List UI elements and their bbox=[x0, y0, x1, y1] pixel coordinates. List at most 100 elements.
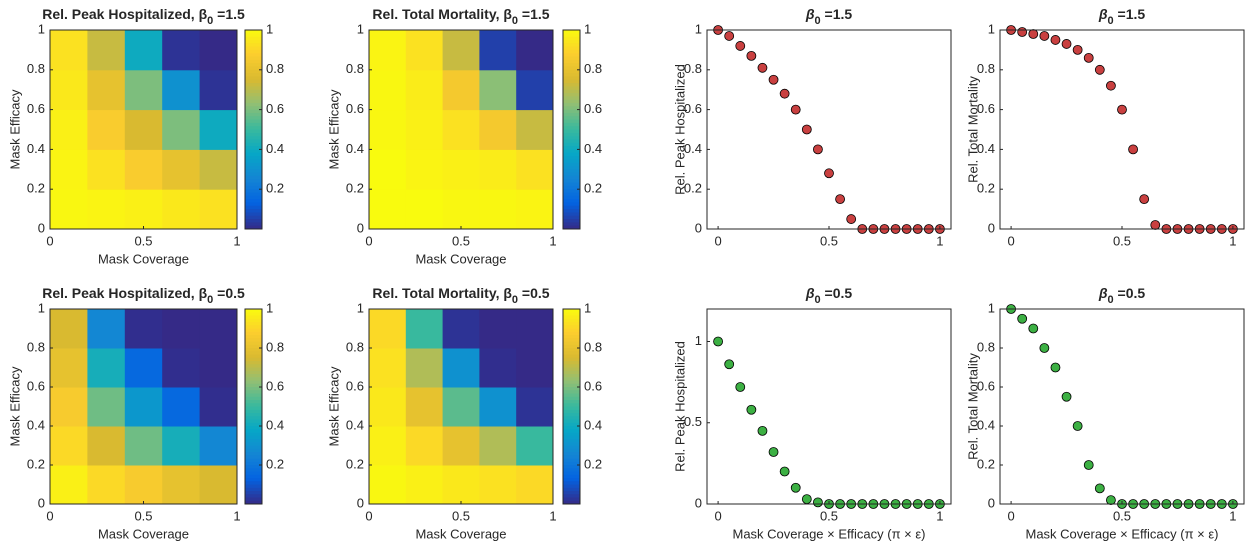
chart-title: Rel. Total Mortality, β0 =0.5 bbox=[372, 285, 549, 306]
y-tick-label: 0.4 bbox=[684, 141, 702, 156]
chart-title: β0 =0.5 bbox=[805, 285, 853, 306]
colorbar-swatch bbox=[245, 33, 262, 38]
y-tick-label: 0.4 bbox=[27, 417, 45, 432]
heatmap-cell bbox=[369, 309, 407, 349]
colorbar-swatch bbox=[563, 189, 580, 194]
heatmap-cell bbox=[405, 109, 444, 150]
colorbar-swatch bbox=[245, 146, 262, 150]
colorbar-swatch bbox=[563, 487, 580, 492]
colorbar-swatch bbox=[245, 448, 262, 453]
y-tick-label: 0.5 bbox=[684, 414, 702, 429]
colorbar-swatch bbox=[563, 348, 580, 352]
colorbar-swatch bbox=[563, 205, 580, 210]
colorbar-tick-label: 0.8 bbox=[584, 61, 602, 76]
colorbar-swatch bbox=[245, 136, 262, 140]
colorbar-swatch bbox=[245, 435, 262, 440]
heatmap-cell bbox=[87, 309, 126, 349]
heatmap-cell bbox=[516, 30, 554, 71]
colorbar-swatch bbox=[245, 361, 262, 365]
heatmap-cell bbox=[87, 426, 126, 466]
colorbar-swatch bbox=[563, 357, 580, 362]
colorbar-swatch bbox=[245, 36, 262, 41]
heatmap-cell bbox=[516, 348, 554, 388]
colorbar-swatch bbox=[245, 112, 262, 117]
scatter-point bbox=[813, 144, 823, 155]
colorbar-swatch bbox=[563, 396, 580, 401]
colorbar-swatch bbox=[245, 445, 262, 450]
scatter-point bbox=[768, 447, 779, 457]
colorbar-swatch bbox=[245, 69, 262, 74]
heatmap-cell bbox=[50, 30, 88, 71]
heatmap-cell bbox=[87, 149, 126, 190]
colorbar-swatch bbox=[563, 478, 580, 482]
heatmap-cell bbox=[162, 149, 201, 190]
colorbar-swatch bbox=[245, 471, 262, 476]
heatmap-cell bbox=[479, 69, 517, 111]
heatmap-cell bbox=[124, 348, 163, 388]
colorbar-swatch bbox=[563, 222, 580, 227]
heatmap-cell bbox=[50, 348, 88, 388]
plot-frame bbox=[999, 308, 1245, 505]
x-tick-label: 0.5 bbox=[134, 233, 152, 248]
colorbar-swatch bbox=[563, 156, 580, 160]
y-tick-label: 0.2 bbox=[346, 456, 364, 471]
colorbar-swatch bbox=[563, 331, 580, 336]
y-tick-label: 0 bbox=[988, 495, 995, 510]
y-tick-label: 0 bbox=[695, 220, 702, 235]
colorbar-swatch bbox=[563, 119, 580, 124]
colorbar-swatch bbox=[563, 413, 580, 417]
colorbar-swatch bbox=[245, 86, 262, 91]
colorbar-swatch bbox=[563, 39, 580, 44]
heatmap-cell bbox=[50, 109, 88, 150]
scatter-point bbox=[1094, 483, 1105, 494]
colorbar-swatch bbox=[563, 99, 580, 104]
scatter-point bbox=[1128, 144, 1138, 155]
y-tick-label: 0.8 bbox=[977, 61, 995, 76]
colorbar-tick-label: 0.2 bbox=[584, 456, 602, 471]
y-axis-label: Mask Efficacy bbox=[7, 366, 22, 446]
colorbar-swatch bbox=[563, 185, 580, 190]
colorbar-swatch bbox=[245, 377, 262, 381]
y-axis-label: Rel. Peak Hospitalized bbox=[672, 341, 687, 472]
x-axis-label: Mask Coverage bbox=[98, 526, 189, 541]
colorbar-swatch bbox=[245, 59, 262, 64]
scatter-point bbox=[813, 497, 823, 508]
scatter-point bbox=[846, 214, 857, 224]
heatmap-cell bbox=[87, 189, 126, 230]
colorbar-swatch bbox=[245, 106, 262, 111]
heatmap-cell bbox=[405, 387, 444, 427]
heatmap-cell bbox=[516, 387, 554, 427]
colorbar-swatch bbox=[245, 351, 262, 355]
colorbar-frame bbox=[562, 29, 581, 230]
colorbar-swatch bbox=[563, 56, 580, 61]
chart-title: Rel. Peak Hospitalized, β0 =1.5 bbox=[42, 6, 245, 27]
colorbar-swatch bbox=[563, 139, 580, 144]
colorbar-swatch bbox=[563, 364, 580, 368]
scatter-point bbox=[1094, 64, 1105, 75]
y-axis-label: Rel. Peak Hospitalized bbox=[672, 64, 687, 195]
colorbar-swatch bbox=[245, 322, 262, 326]
colorbar-swatch bbox=[563, 322, 580, 326]
colorbar-swatch bbox=[245, 403, 262, 407]
colorbar-swatch bbox=[563, 116, 580, 121]
colorbar-swatch bbox=[245, 396, 262, 401]
colorbar-swatch bbox=[563, 325, 580, 329]
colorbar-tick-label: 0.8 bbox=[584, 339, 602, 354]
heatmap-cell bbox=[442, 149, 480, 190]
colorbar-swatch bbox=[245, 374, 262, 378]
colorbar-swatch bbox=[245, 222, 262, 227]
heatmap-cell bbox=[405, 69, 444, 111]
scatter-point bbox=[1150, 220, 1161, 230]
colorbar-swatch bbox=[245, 387, 262, 391]
colorbar-swatch bbox=[245, 49, 262, 54]
colorbar-swatch bbox=[563, 136, 580, 140]
title-subscript: 0 bbox=[1108, 15, 1114, 27]
colorbar-frame bbox=[562, 308, 581, 505]
heatmap-cell bbox=[124, 109, 163, 150]
heatmap-cell bbox=[516, 109, 554, 150]
title-subscript: 0 bbox=[1108, 294, 1114, 306]
title-part: β bbox=[805, 285, 815, 301]
colorbar-swatch bbox=[245, 165, 262, 170]
heatmap-cell bbox=[124, 30, 163, 71]
x-tick-label: 0.5 bbox=[1113, 508, 1131, 523]
